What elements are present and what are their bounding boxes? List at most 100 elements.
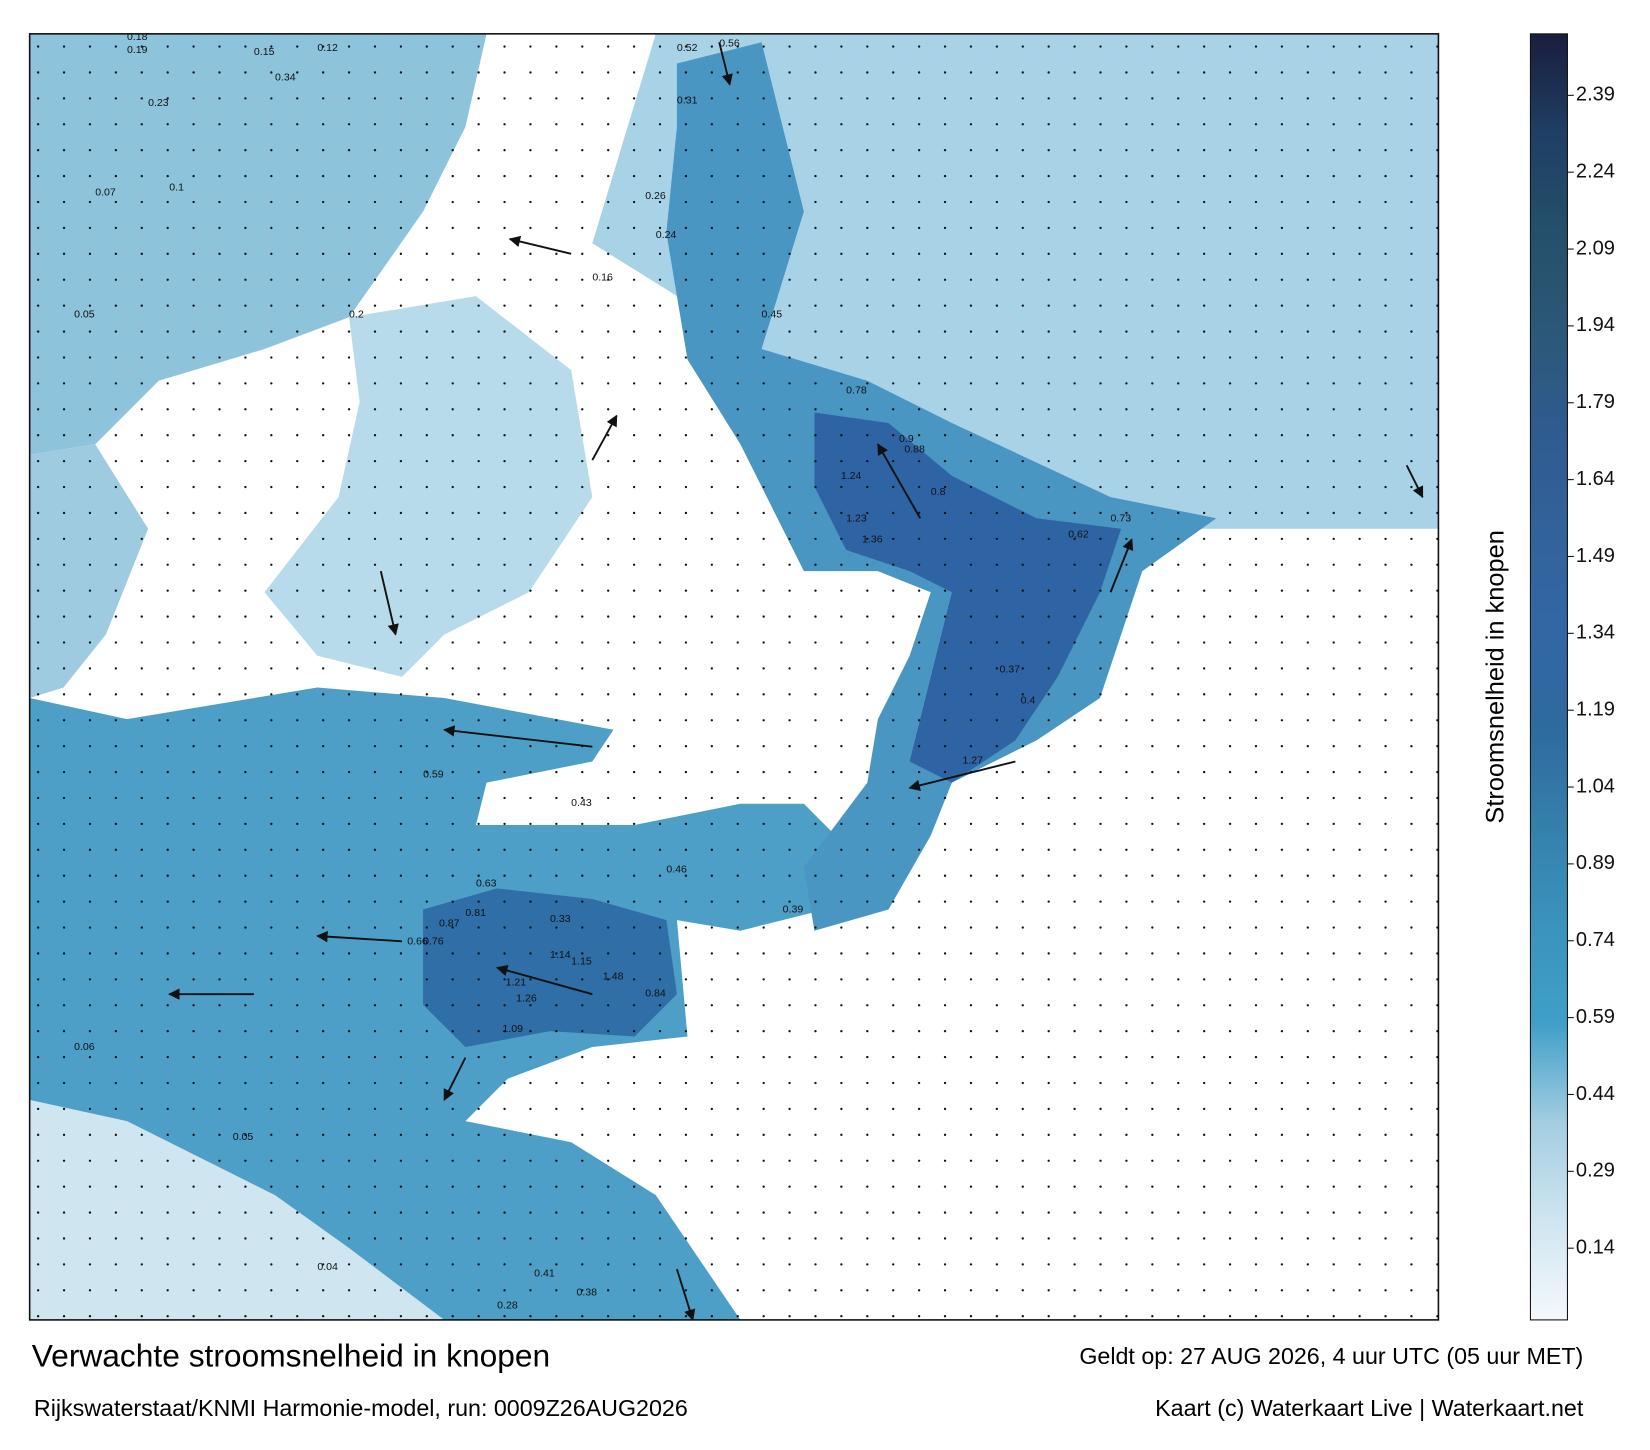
grid-dot: [1228, 434, 1232, 437]
grid-dot: [244, 1315, 247, 1318]
grid-dot: [347, 97, 351, 100]
grid-dot: [969, 434, 973, 437]
grid-dot: [607, 1289, 610, 1292]
grid-dot: [529, 1289, 532, 1292]
grid-dot: [943, 1159, 947, 1162]
grid-dot: [1073, 1263, 1076, 1266]
grid-dot: [762, 174, 765, 178]
grid-dot: [1384, 1159, 1387, 1162]
grid-dot: [736, 434, 739, 437]
grid-dot: [477, 226, 480, 230]
grid-dot: [943, 848, 947, 851]
grid-dot: [917, 485, 921, 489]
grid-dot: [36, 278, 40, 281]
grid-dot: [1384, 1107, 1387, 1111]
grid-dot: [555, 330, 558, 333]
grid-dot: [658, 1211, 662, 1214]
map-value-label: 0.4: [1021, 694, 1036, 706]
grid-dot: [788, 1237, 791, 1240]
grid-dot: [1202, 563, 1206, 566]
grid-dot: [736, 615, 739, 618]
grid-dot: [1254, 978, 1258, 981]
grid-dot: [503, 1211, 506, 1214]
grid-dot: [62, 123, 66, 126]
grid-dot: [840, 97, 843, 100]
grid-dot: [788, 719, 791, 722]
grid-dot: [166, 1315, 169, 1318]
grid-dot: [166, 1055, 169, 1059]
grid-dot: [892, 900, 895, 903]
grid-dot: [607, 874, 610, 877]
grid-dot: [762, 796, 765, 800]
grid-dot: [710, 304, 713, 307]
grid-dot: [814, 615, 817, 618]
grid-dot: [840, 667, 843, 670]
grid-dot: [477, 123, 480, 126]
grid-dot: [581, 1237, 584, 1240]
grid-dot: [140, 304, 143, 307]
grid-dot: [244, 1133, 247, 1136]
grid-dot: [425, 356, 428, 359]
grid-dot: [866, 1315, 869, 1318]
grid-dot: [607, 589, 610, 592]
grid-dot: [399, 226, 403, 230]
grid-dot: [1410, 1315, 1413, 1318]
grid-dot: [1280, 97, 1284, 100]
grid-dot: [1280, 1107, 1284, 1111]
grid-dot: [762, 149, 765, 152]
grid-dot: [347, 485, 351, 489]
grid-dot: [270, 1133, 273, 1136]
grid-dot: [684, 200, 688, 204]
grid-dot: [943, 874, 947, 877]
grid-dot: [555, 1263, 558, 1266]
grid-dot: [1358, 459, 1361, 463]
grid-dot: [892, 1237, 895, 1240]
grid-dot: [1202, 45, 1206, 48]
grid-dot: [1073, 71, 1076, 74]
grid-dot: [114, 848, 118, 851]
grid-dot: [503, 537, 506, 541]
grid-dot: [969, 485, 973, 489]
grid-dot: [943, 459, 947, 463]
grid-dot: [1151, 459, 1154, 463]
grid-dot: [1021, 1055, 1024, 1059]
grid-dot: [917, 252, 921, 255]
grid-dot: [866, 822, 869, 826]
grid-dot: [218, 1263, 221, 1266]
grid-dot: [1021, 149, 1024, 152]
grid-dot: [866, 693, 869, 696]
arrow: [1405, 464, 1424, 499]
grid-dot: [140, 848, 143, 851]
grid-dot: [503, 667, 506, 670]
grid-dot: [62, 382, 66, 385]
grid-dot: [477, 1263, 480, 1266]
grid-dot: [192, 1159, 195, 1162]
grid-dot: [581, 1315, 584, 1318]
grid-dot: [1073, 1185, 1076, 1188]
grid-dot: [1358, 511, 1361, 515]
grid-dot: [296, 278, 299, 281]
grid-dot: [36, 1004, 40, 1007]
grid-dot: [1332, 408, 1335, 411]
grid-dot: [1073, 200, 1076, 204]
grid-dot: [917, 1081, 921, 1085]
grid-dot: [244, 459, 247, 463]
grid-dot: [1384, 1081, 1387, 1085]
grid-dot: [1021, 485, 1024, 489]
grid-dot: [218, 1107, 221, 1111]
grid-dot: [658, 589, 662, 592]
grid-dot: [658, 1237, 662, 1240]
grid-dot: [373, 744, 377, 748]
grid-dot: [710, 1159, 713, 1162]
grid-dot: [555, 252, 558, 255]
grid-dot: [943, 485, 947, 489]
grid-dot: [969, 1289, 973, 1292]
grid-dot: [943, 693, 947, 696]
grid-dot: [788, 822, 791, 826]
grid-dot: [892, 1107, 895, 1111]
grid-dot: [62, 667, 66, 670]
grid-dot: [218, 926, 221, 929]
grid-dot: [36, 563, 40, 566]
grid-dot: [581, 667, 584, 670]
grid-dot: [917, 978, 921, 981]
